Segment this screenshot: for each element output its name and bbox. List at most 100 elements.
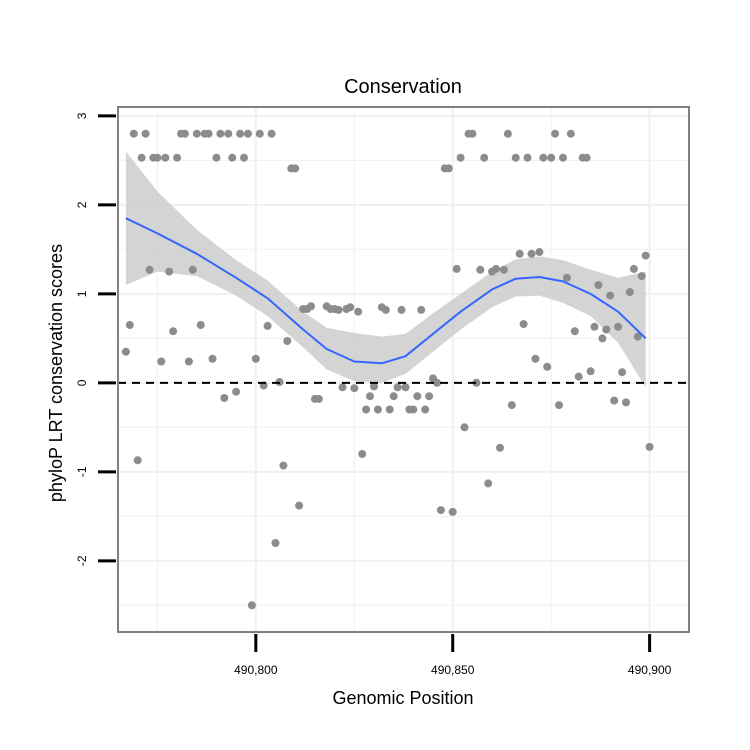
data-point xyxy=(629,264,638,273)
data-point xyxy=(295,501,304,510)
data-point xyxy=(562,273,571,282)
data-point xyxy=(307,302,315,311)
data-point xyxy=(539,153,548,162)
y-tick-label: -2 xyxy=(75,555,89,566)
data-point xyxy=(645,442,654,451)
data-point xyxy=(417,305,426,314)
data-point xyxy=(598,334,607,343)
data-point xyxy=(433,378,441,387)
data-point xyxy=(153,153,162,162)
y-tick-label: 2 xyxy=(75,201,89,208)
data-point xyxy=(480,153,489,162)
data-point xyxy=(397,305,406,314)
data-point xyxy=(334,305,343,314)
data-point xyxy=(291,164,300,173)
data-point xyxy=(283,337,292,345)
smooth-line xyxy=(125,217,647,365)
data-point xyxy=(216,129,225,138)
data-point xyxy=(551,129,560,138)
y-tick-label: 3 xyxy=(75,112,89,119)
data-point xyxy=(370,382,378,391)
data-point xyxy=(448,507,457,516)
data-point xyxy=(236,129,245,138)
data-point xyxy=(240,153,248,162)
data-point xyxy=(169,327,178,336)
data-point xyxy=(173,153,182,162)
data-point xyxy=(606,291,615,300)
data-point xyxy=(224,129,233,138)
y-tick-label: 0 xyxy=(75,379,89,386)
data-point xyxy=(346,303,355,312)
data-point xyxy=(196,321,205,329)
data-point xyxy=(220,394,229,402)
data-point xyxy=(393,383,402,392)
x-tick-label: 490,800 xyxy=(234,663,278,677)
data-point xyxy=(625,288,634,297)
data-point xyxy=(531,354,540,363)
data-point xyxy=(452,264,461,273)
data-point xyxy=(543,362,552,371)
data-point xyxy=(610,396,619,405)
y-tick-label: -1 xyxy=(75,466,89,477)
confidence-ribbon-layer xyxy=(125,151,646,388)
data-point xyxy=(582,153,591,162)
data-point xyxy=(492,264,500,273)
data-point xyxy=(409,405,418,414)
data-point xyxy=(255,129,264,138)
data-point xyxy=(212,153,221,162)
data-point xyxy=(192,129,201,138)
data-point xyxy=(555,401,563,410)
data-point xyxy=(641,251,650,260)
data-point xyxy=(129,129,138,138)
points-layer xyxy=(121,129,654,610)
data-point xyxy=(499,265,508,274)
data-point xyxy=(180,129,189,138)
data-point xyxy=(267,129,276,138)
data-point xyxy=(586,367,595,376)
data-point xyxy=(523,153,532,162)
data-point xyxy=(381,305,390,314)
chart-title: Conservation xyxy=(344,76,462,98)
data-point xyxy=(559,153,567,162)
data-point xyxy=(436,506,445,515)
data-point xyxy=(503,129,512,138)
data-point xyxy=(263,321,272,330)
data-point xyxy=(137,153,146,162)
data-point xyxy=(425,392,434,401)
data-point xyxy=(511,153,520,162)
data-point xyxy=(133,456,142,465)
data-point xyxy=(519,320,528,329)
data-point xyxy=(232,387,241,396)
data-point xyxy=(622,398,630,407)
data-point xyxy=(125,321,134,329)
data-point xyxy=(354,307,363,316)
data-point xyxy=(535,248,544,256)
y-tick-label: 1 xyxy=(75,290,89,297)
data-point xyxy=(527,249,536,258)
data-point xyxy=(602,325,611,334)
data-point xyxy=(208,354,217,363)
data-point xyxy=(444,164,453,173)
data-point xyxy=(204,129,213,138)
data-point xyxy=(472,378,481,387)
x-tick-label: 490,850 xyxy=(431,663,475,677)
data-point xyxy=(184,357,193,366)
data-point xyxy=(456,153,465,162)
data-point xyxy=(228,153,237,162)
data-point xyxy=(637,272,646,281)
data-point xyxy=(188,265,197,274)
data-point xyxy=(618,368,627,377)
data-point xyxy=(366,392,374,401)
smooth-line-layer xyxy=(125,217,647,365)
data-point xyxy=(468,129,477,138)
data-point xyxy=(271,539,280,547)
data-point xyxy=(590,322,599,331)
data-point xyxy=(358,450,367,458)
x-axis-title: Genomic Position xyxy=(332,688,473,708)
data-point xyxy=(515,249,524,258)
data-point xyxy=(279,461,288,470)
data-point xyxy=(614,322,623,331)
data-point xyxy=(413,392,422,401)
x-tick-label: 490,900 xyxy=(628,663,672,677)
